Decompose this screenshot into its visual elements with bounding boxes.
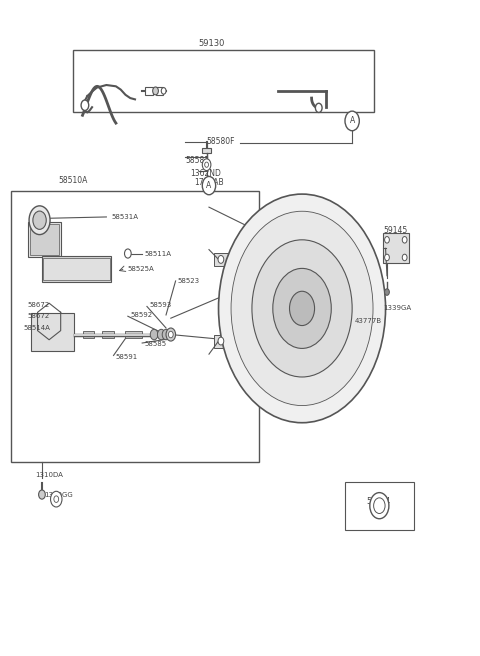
Circle shape: [218, 337, 224, 345]
Circle shape: [202, 159, 211, 171]
Circle shape: [38, 490, 45, 499]
Circle shape: [373, 498, 385, 514]
Text: 1710AB: 1710AB: [195, 178, 224, 188]
FancyBboxPatch shape: [73, 51, 373, 112]
Circle shape: [402, 237, 407, 243]
Circle shape: [345, 111, 360, 131]
Circle shape: [161, 88, 166, 94]
Circle shape: [315, 103, 322, 112]
Circle shape: [370, 493, 389, 519]
Circle shape: [384, 254, 389, 260]
Circle shape: [402, 254, 407, 260]
FancyBboxPatch shape: [214, 253, 228, 266]
Text: 58580F: 58580F: [207, 137, 235, 146]
Text: 58523: 58523: [178, 278, 200, 284]
Text: A: A: [206, 181, 212, 190]
Text: 58525A: 58525A: [128, 266, 155, 272]
Text: 1339GA: 1339GA: [383, 306, 411, 312]
Text: 1362ND: 1362ND: [190, 169, 221, 178]
Circle shape: [218, 255, 224, 263]
FancyBboxPatch shape: [383, 234, 409, 262]
FancyBboxPatch shape: [83, 331, 95, 338]
FancyBboxPatch shape: [345, 482, 414, 531]
Circle shape: [162, 329, 170, 340]
FancyBboxPatch shape: [144, 87, 153, 95]
FancyBboxPatch shape: [28, 222, 61, 257]
Circle shape: [384, 237, 389, 243]
FancyBboxPatch shape: [11, 191, 259, 462]
Text: 58593: 58593: [149, 302, 171, 308]
Text: 58591: 58591: [116, 354, 138, 360]
Circle shape: [384, 289, 389, 295]
Text: 1310DA: 1310DA: [35, 472, 63, 478]
Circle shape: [166, 328, 176, 341]
Text: 58510A: 58510A: [59, 176, 88, 185]
FancyBboxPatch shape: [202, 148, 211, 153]
Circle shape: [252, 240, 352, 377]
Circle shape: [273, 268, 331, 348]
FancyBboxPatch shape: [30, 224, 59, 255]
FancyBboxPatch shape: [125, 331, 142, 338]
Circle shape: [289, 291, 314, 325]
Circle shape: [50, 491, 62, 507]
Text: A: A: [349, 116, 355, 125]
Circle shape: [81, 100, 89, 110]
Text: 59145: 59145: [383, 226, 408, 234]
Text: 43777B: 43777B: [355, 318, 382, 325]
FancyBboxPatch shape: [43, 258, 110, 280]
Circle shape: [168, 331, 173, 338]
FancyBboxPatch shape: [32, 313, 74, 351]
Text: 58672: 58672: [28, 302, 50, 308]
Text: 58672: 58672: [28, 314, 50, 319]
Text: 58514A: 58514A: [24, 325, 51, 331]
Text: 58581: 58581: [185, 155, 209, 165]
Circle shape: [231, 211, 373, 405]
Circle shape: [157, 329, 165, 340]
Text: 58585: 58585: [144, 341, 167, 347]
Text: 58594: 58594: [366, 497, 391, 506]
Circle shape: [218, 194, 385, 422]
Circle shape: [153, 87, 158, 95]
Text: 58531A: 58531A: [111, 214, 138, 220]
FancyBboxPatch shape: [156, 87, 163, 95]
Circle shape: [29, 206, 50, 235]
Circle shape: [150, 329, 158, 340]
Circle shape: [204, 162, 208, 167]
Text: 58592: 58592: [130, 312, 152, 318]
Text: 59110B: 59110B: [297, 222, 326, 232]
FancyBboxPatch shape: [214, 335, 228, 348]
Circle shape: [33, 211, 46, 230]
FancyBboxPatch shape: [39, 314, 66, 344]
Text: 59130: 59130: [198, 39, 225, 49]
Text: 1360GG: 1360GG: [44, 491, 73, 497]
Circle shape: [202, 176, 216, 195]
Circle shape: [124, 249, 131, 258]
FancyBboxPatch shape: [102, 331, 114, 338]
Text: 58511A: 58511A: [144, 251, 171, 256]
Circle shape: [54, 496, 59, 502]
FancyBboxPatch shape: [42, 256, 111, 282]
